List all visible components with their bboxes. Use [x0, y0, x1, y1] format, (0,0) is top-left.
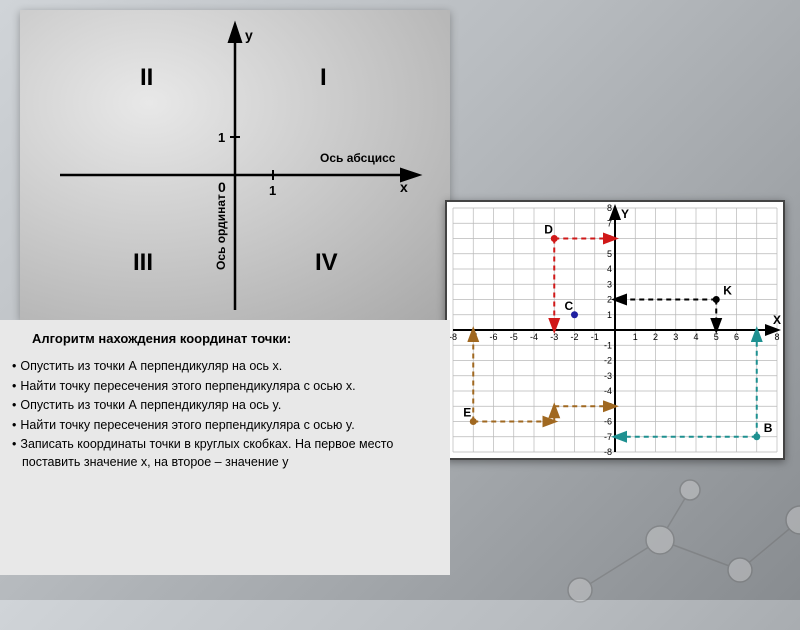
svg-text:8: 8 — [607, 203, 612, 213]
svg-text:Y: Y — [621, 207, 629, 221]
unit-y-label: 1 — [218, 130, 225, 145]
svg-text:-2: -2 — [604, 356, 612, 366]
x-label: x — [400, 179, 408, 195]
coordinate-grid: XY -8-7-6-5-4-3-2-112345678-8-7-6-5-4-3-… — [445, 200, 785, 460]
svg-text:-3: -3 — [604, 371, 612, 381]
origin-label: 0 — [218, 179, 226, 195]
svg-text:5: 5 — [714, 332, 719, 342]
svg-text:E: E — [463, 406, 471, 420]
svg-text:-5: -5 — [510, 332, 518, 342]
svg-text:3: 3 — [673, 332, 678, 342]
q4-label: IV — [315, 249, 338, 276]
y-label: y — [245, 27, 253, 43]
svg-text:6: 6 — [734, 332, 739, 342]
algorithm-list: Опустить из точки А перпендикуляр на ось… — [12, 358, 438, 471]
svg-text:C: C — [565, 299, 574, 313]
svg-text:2: 2 — [653, 332, 658, 342]
svg-text:-2: -2 — [570, 332, 578, 342]
q3-label: III — [133, 249, 153, 276]
x-axis-name: Ось абсцисс — [320, 151, 396, 165]
list-item: Опустить из точки А перпендикуляр на ось… — [12, 358, 438, 376]
svg-text:B: B — [764, 421, 773, 435]
svg-text:-3: -3 — [550, 332, 558, 342]
svg-text:3: 3 — [607, 279, 612, 289]
panel-title: Алгоритм нахождения координат точки: — [12, 330, 438, 348]
svg-text:5: 5 — [607, 249, 612, 259]
list-item: Найти точку пересечения этого перпендику… — [12, 417, 438, 435]
svg-text:-7: -7 — [604, 432, 612, 442]
svg-text:1: 1 — [633, 332, 638, 342]
svg-text:-4: -4 — [604, 386, 612, 396]
svg-text:-1: -1 — [591, 332, 599, 342]
quadrant-diagram: y x 0 1 1 Ось абсцисс Ось ординат I II I… — [20, 10, 450, 320]
list-item: Записать координаты точки в круглых скоб… — [12, 436, 438, 471]
svg-text:-4: -4 — [530, 332, 538, 342]
q1-label: I — [320, 64, 327, 91]
algorithm-panel: Алгоритм нахождения координат точки: Опу… — [0, 320, 450, 575]
quadrant-svg: y x 0 1 1 Ось абсцисс Ось ординат I II I… — [20, 10, 450, 320]
svg-text:2: 2 — [607, 295, 612, 305]
q2-label: II — [140, 64, 153, 91]
svg-text:-8: -8 — [604, 447, 612, 457]
svg-text:4: 4 — [693, 332, 698, 342]
svg-text:-8: -8 — [449, 332, 457, 342]
svg-text:7: 7 — [607, 218, 612, 228]
svg-text:4: 4 — [607, 264, 612, 274]
y-axis-name: Ось ординат — [214, 194, 228, 270]
svg-text:D: D — [544, 223, 553, 237]
svg-text:1: 1 — [607, 310, 612, 320]
svg-text:-6: -6 — [489, 332, 497, 342]
list-item: Найти точку пересечения этого перпендику… — [12, 378, 438, 396]
unit-x-label: 1 — [269, 183, 276, 198]
svg-text:-6: -6 — [604, 417, 612, 427]
svg-text:-1: -1 — [604, 340, 612, 350]
svg-text:K: K — [723, 284, 732, 298]
svg-text:8: 8 — [774, 332, 779, 342]
list-item: Опустить из точки А перпендикуляр на ось… — [12, 397, 438, 415]
grid-svg: XY -8-7-6-5-4-3-2-112345678-8-7-6-5-4-3-… — [447, 202, 783, 458]
svg-text:X: X — [773, 313, 781, 327]
decorative-molecule — [540, 470, 800, 630]
